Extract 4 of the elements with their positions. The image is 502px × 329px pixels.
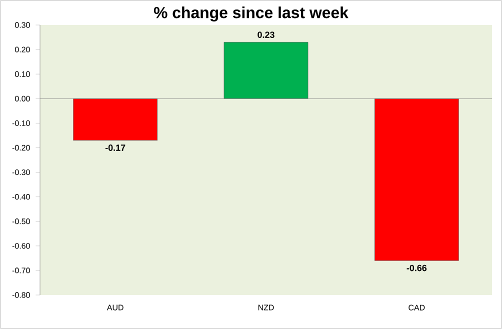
chart-title: % change since last week [154,6,348,22]
data-label: 0.23 [258,32,274,38]
data-label: -0.17 [105,144,126,151]
data-label: -0.66 [406,264,427,272]
